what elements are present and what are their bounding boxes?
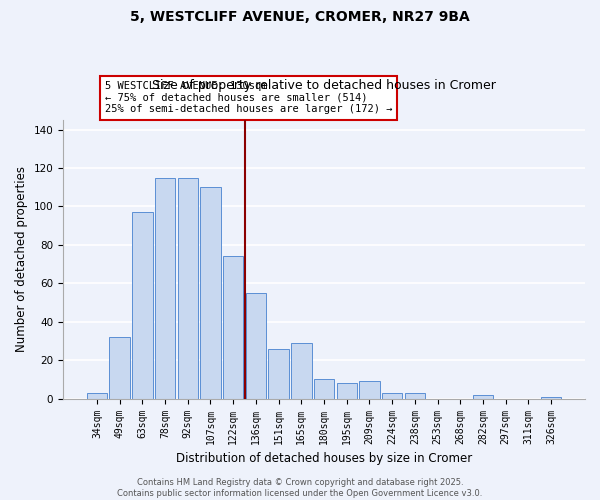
Bar: [268, 348, 289, 399]
Bar: [404, 393, 425, 398]
Bar: [359, 382, 380, 398]
Bar: [245, 293, 266, 399]
Bar: [132, 212, 152, 398]
Y-axis label: Number of detached properties: Number of detached properties: [15, 166, 28, 352]
Bar: [200, 187, 221, 398]
Text: Contains HM Land Registry data © Crown copyright and database right 2025.
Contai: Contains HM Land Registry data © Crown c…: [118, 478, 482, 498]
Bar: [87, 393, 107, 398]
Bar: [473, 395, 493, 398]
Bar: [155, 178, 175, 398]
Bar: [178, 178, 198, 398]
Bar: [314, 380, 334, 398]
Title: Size of property relative to detached houses in Cromer: Size of property relative to detached ho…: [152, 80, 496, 92]
Bar: [337, 384, 357, 398]
Text: 5, WESTCLIFF AVENUE, CROMER, NR27 9BA: 5, WESTCLIFF AVENUE, CROMER, NR27 9BA: [130, 10, 470, 24]
Bar: [223, 256, 244, 398]
X-axis label: Distribution of detached houses by size in Cromer: Distribution of detached houses by size …: [176, 452, 472, 465]
Bar: [382, 393, 403, 398]
Bar: [109, 337, 130, 398]
Bar: [541, 397, 561, 398]
Bar: [291, 343, 311, 398]
Text: 5 WESTCLIFF AVENUE: 130sqm
← 75% of detached houses are smaller (514)
25% of sem: 5 WESTCLIFF AVENUE: 130sqm ← 75% of deta…: [105, 81, 392, 114]
